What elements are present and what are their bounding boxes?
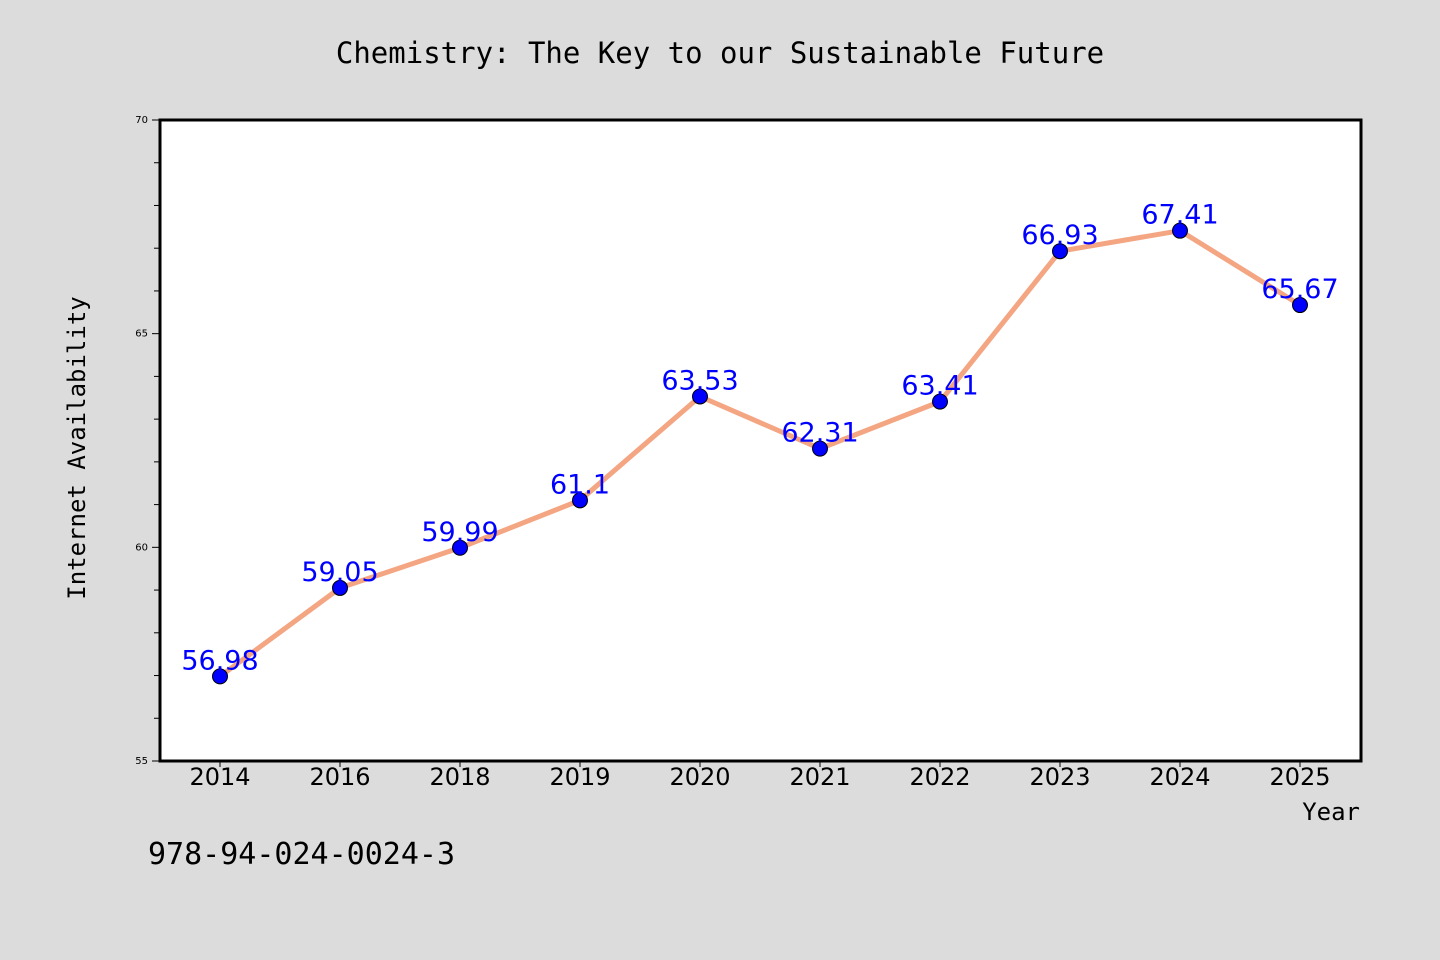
y-axis-label: Internet Availability bbox=[63, 296, 91, 599]
x-tick-label: 2022 bbox=[909, 763, 970, 791]
x-tick-label: 2014 bbox=[189, 763, 250, 791]
data-point bbox=[692, 388, 708, 405]
data-label: 63.53 bbox=[661, 365, 738, 396]
data-label: 65.67 bbox=[1261, 274, 1338, 305]
data-label: 62.31 bbox=[781, 418, 858, 449]
data-point bbox=[332, 579, 348, 596]
plot-area bbox=[158, 118, 1363, 763]
data-point bbox=[572, 492, 588, 509]
x-tick-label: 2021 bbox=[789, 763, 850, 791]
x-tick-label: 2024 bbox=[1149, 763, 1210, 791]
data-label: 59.99 bbox=[421, 517, 498, 548]
y-tick-label: 65 bbox=[135, 329, 148, 340]
data-point bbox=[932, 393, 948, 410]
y-tick-label: 60 bbox=[135, 542, 148, 553]
series-line bbox=[217, 228, 1303, 679]
x-tick-label: 2016 bbox=[309, 763, 370, 791]
data-point bbox=[1292, 297, 1308, 314]
x-tick-label: 2020 bbox=[669, 763, 730, 791]
x-tick-label: 2019 bbox=[549, 763, 610, 791]
isbn-annotation: 978-94-024-0024-3 bbox=[148, 837, 455, 872]
y-tick-label: 55 bbox=[135, 756, 148, 767]
data-point bbox=[1172, 222, 1188, 239]
data-label: 67.41 bbox=[1141, 200, 1218, 231]
x-axis-label: Year bbox=[1302, 798, 1360, 826]
data-label: 59.05 bbox=[301, 557, 378, 588]
data-label: 56.98 bbox=[181, 645, 258, 676]
data-point bbox=[452, 539, 468, 556]
data-label: 63.41 bbox=[901, 371, 978, 402]
data-label: 66.93 bbox=[1021, 220, 1098, 251]
data-point bbox=[1052, 243, 1068, 260]
data-point bbox=[212, 668, 228, 685]
x-tick-label: 2018 bbox=[429, 763, 490, 791]
y-tick-label: 70 bbox=[135, 115, 148, 126]
data-label: 61.1 bbox=[550, 469, 610, 500]
x-tick-label: 2023 bbox=[1029, 763, 1090, 791]
chart-title: Chemistry: The Key to our Sustainable Fu… bbox=[336, 36, 1104, 70]
data-point bbox=[812, 440, 828, 457]
x-tick-label: 2025 bbox=[1269, 763, 1330, 791]
